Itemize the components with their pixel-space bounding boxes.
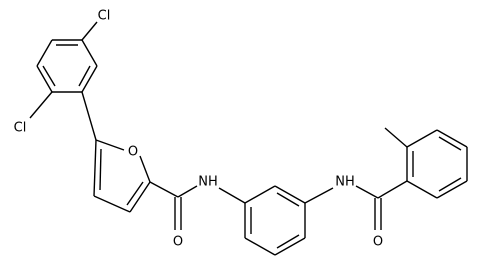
atom-label: O xyxy=(128,145,138,160)
bonds xyxy=(29,21,468,256)
atom-label: NH xyxy=(198,175,218,190)
atom-label: NH xyxy=(335,175,355,190)
atom-label: Cl xyxy=(98,9,111,24)
atom-label: O xyxy=(173,235,183,250)
atom-label: Cl xyxy=(14,121,27,136)
atom-labels: Cl Cl O O NH NH O xyxy=(14,9,383,250)
atom-label: O xyxy=(373,235,383,250)
